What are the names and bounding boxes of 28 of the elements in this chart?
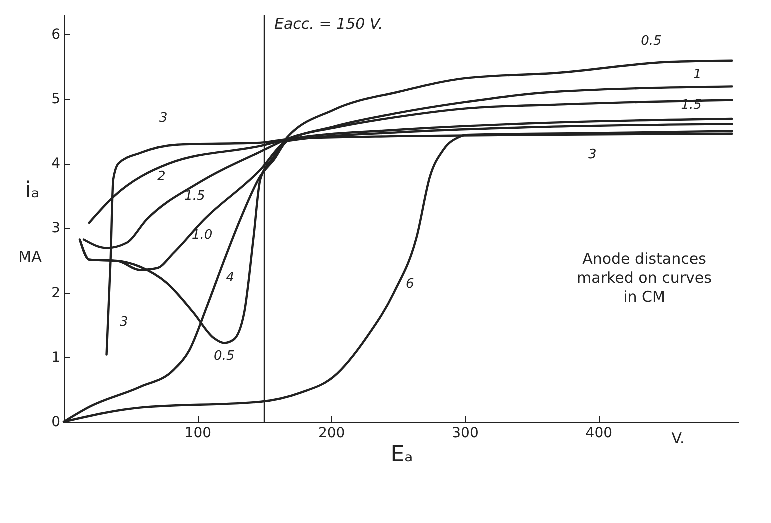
annotation: 0.5 [214, 349, 235, 364]
y-tick-label: 5 [52, 91, 60, 108]
x-tick-label: 300 [452, 426, 479, 442]
annotation: 1.5 [184, 188, 206, 204]
annotation: 6 [406, 276, 414, 292]
annotation: 3 [120, 315, 128, 330]
ref-line-label: Eacc. = 150 V. [274, 15, 384, 33]
y-tick-label: 2 [52, 285, 60, 302]
x-tick-label: 200 [318, 426, 346, 442]
annotation: 1.0 [192, 228, 213, 243]
text: MA [18, 248, 43, 266]
y-axis-title: iₐ [25, 178, 40, 204]
annotation: 4 [226, 270, 235, 286]
annotation: 3 [159, 110, 168, 126]
x-tick-label: 100 [184, 426, 212, 442]
y-tick-label: 3 [52, 220, 60, 237]
annotation: 1 [693, 67, 702, 82]
x-axis-title: Eₐ [390, 442, 414, 468]
annotation: 0.5 [641, 34, 662, 50]
x-tick-label: 400 [586, 426, 613, 442]
annotation: 3 [588, 148, 597, 163]
text: V. [672, 429, 685, 448]
y-tick-label: 1 [52, 350, 60, 366]
y-tick-label: 0 [52, 414, 60, 430]
annotation: 2 [157, 170, 166, 185]
annotation: Anode distances marked on curves in CM [577, 250, 712, 306]
y-tick-label: 6 [52, 26, 61, 43]
y-tick-label: 4 [52, 156, 61, 172]
